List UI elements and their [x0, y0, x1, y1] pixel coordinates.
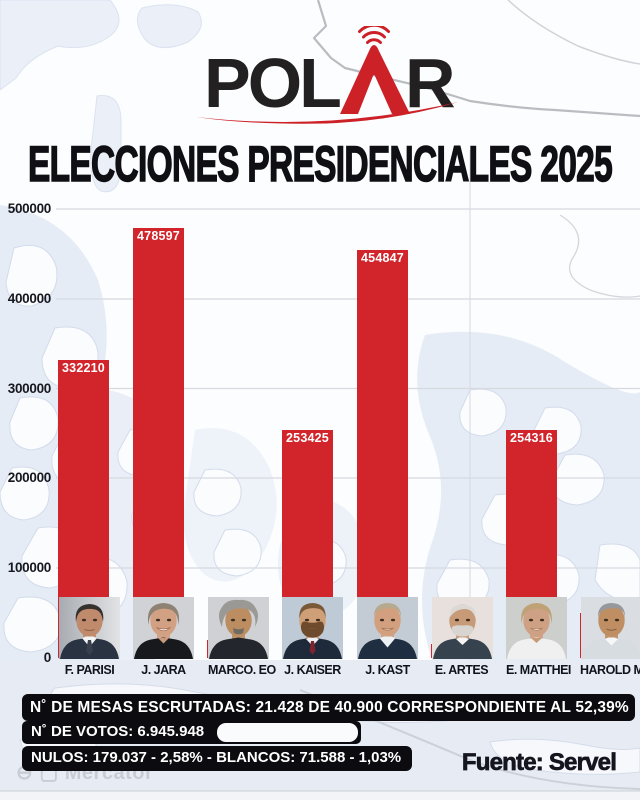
svg-text:POL: POL: [204, 44, 340, 122]
svg-text:R: R: [405, 44, 456, 122]
